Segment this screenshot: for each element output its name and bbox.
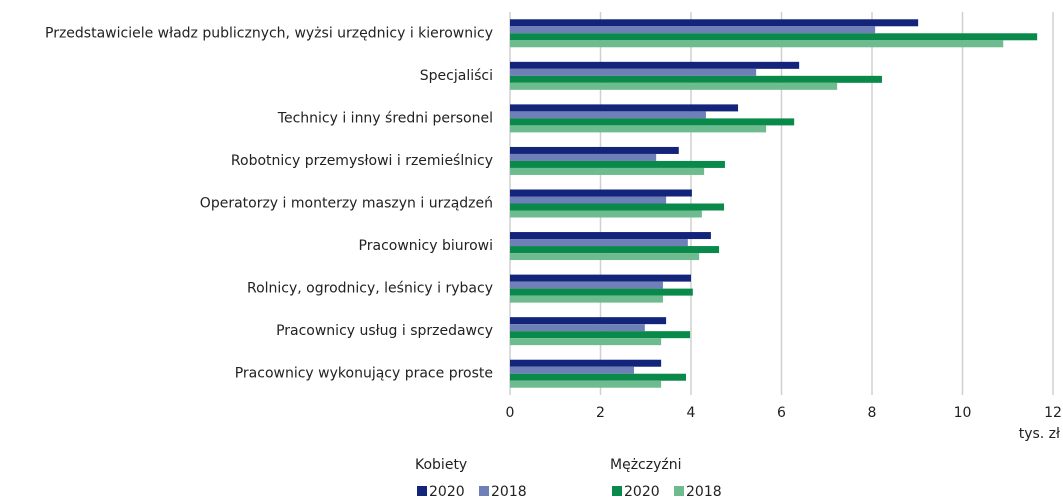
- legend-swatch: [612, 486, 622, 496]
- bar: [510, 295, 663, 303]
- x-tick-label: 6: [777, 405, 786, 421]
- x-tick-label: 10: [954, 405, 972, 421]
- bar: [510, 111, 706, 119]
- bar: [510, 210, 702, 218]
- x-tick-label: 4: [687, 405, 696, 421]
- legend-swatch: [479, 486, 489, 496]
- bar: [510, 75, 882, 83]
- x-tick-label: 0: [506, 405, 515, 421]
- bar: [510, 167, 705, 175]
- bar: [510, 196, 667, 204]
- y-tick-label: Robotnicy przemysłowi i rzemieślnicy: [231, 153, 493, 169]
- x-tick-label: 12: [1044, 405, 1062, 421]
- bar: [510, 118, 795, 126]
- bar: [510, 104, 739, 112]
- bar: [510, 246, 720, 254]
- legend-swatch: [417, 486, 427, 496]
- legend-group-title: Mężczyźni: [610, 457, 681, 473]
- bar: [510, 331, 691, 339]
- x-tick-label: 2: [596, 405, 605, 421]
- y-tick-label: Technicy i inny średni personel: [277, 110, 493, 126]
- bar: [510, 324, 645, 332]
- legend-label: 2018: [686, 484, 722, 500]
- bar: [510, 239, 688, 247]
- bar: [510, 232, 711, 240]
- bar: [510, 61, 800, 69]
- y-tick-label: Przedstawiciele władz publicznych, wyżsi…: [45, 25, 493, 41]
- bar: [510, 359, 662, 367]
- y-tick-label: Rolnicy, ogrodnicy, leśnicy i rybacy: [247, 281, 493, 297]
- x-axis-label: tys. zł: [1019, 426, 1060, 442]
- y-tick-label: Specjaliści: [420, 68, 493, 84]
- bar: [510, 317, 667, 325]
- bar: [510, 19, 919, 27]
- bar: [510, 380, 662, 388]
- bar: [510, 366, 634, 374]
- bar: [510, 281, 663, 289]
- bar: [510, 160, 725, 168]
- bar: [510, 203, 725, 211]
- bar: [510, 40, 1004, 48]
- bar: [510, 189, 692, 197]
- bar: [510, 153, 657, 161]
- bar: [510, 274, 691, 282]
- legend-label: 2018: [491, 484, 527, 500]
- legend-swatch: [674, 486, 684, 496]
- x-tick-label: 8: [868, 405, 877, 421]
- bar: [510, 26, 876, 34]
- y-tick-label: Pracownicy biurowi: [359, 238, 493, 254]
- bar: [510, 146, 679, 154]
- y-tick-label: Pracownicy usług i sprzedawcy: [276, 323, 493, 339]
- bar: [510, 68, 757, 76]
- bar: [510, 373, 687, 381]
- legend-label: 2020: [624, 484, 660, 500]
- bar: [510, 253, 700, 261]
- y-tick-label: Pracownicy wykonujący prace proste: [235, 366, 493, 382]
- bar: [510, 338, 662, 346]
- bar: [510, 288, 693, 296]
- legend-group-title: Kobiety: [415, 457, 467, 473]
- bar: [510, 125, 767, 133]
- bar: [510, 33, 1038, 41]
- bar: [510, 82, 838, 90]
- y-tick-label: Operatorzy i monterzy maszyn i urządzeń: [200, 196, 493, 212]
- legend-label: 2020: [429, 484, 465, 500]
